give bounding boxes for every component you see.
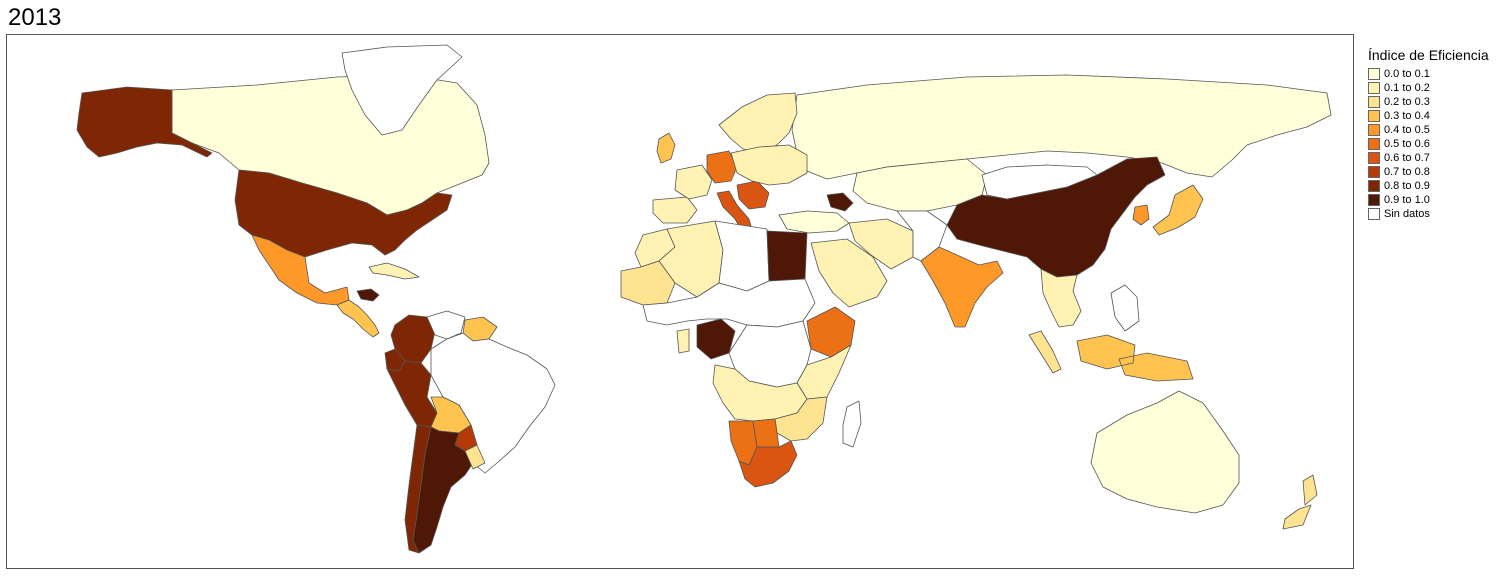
world-map (76, 44, 1332, 554)
country-mozambique-zimbabwe[interactable] (774, 396, 828, 442)
country-colombia[interactable] (390, 314, 436, 364)
legend-label: 0.6 to 0.7 (1384, 152, 1430, 164)
country-greenland[interactable] (341, 44, 463, 136)
legend-label: Sin datos (1384, 208, 1430, 220)
country-japan[interactable] (1152, 184, 1204, 236)
legend-swatch (1368, 180, 1380, 192)
country-australia[interactable] (1090, 390, 1240, 514)
country-spain[interactable] (652, 196, 698, 224)
country-alaska[interactable] (76, 86, 213, 158)
country-southeast-asia[interactable] (1040, 268, 1082, 328)
country-malaysia[interactable] (1028, 330, 1062, 374)
legend-item: 0.6 to 0.7 (1368, 151, 1489, 165)
legend-swatch (1368, 124, 1380, 136)
country-cuba[interactable] (368, 262, 420, 280)
country-scandinavia[interactable] (718, 92, 798, 154)
legend-swatch (1368, 208, 1380, 220)
legend-item: 0.0 to 0.1 (1368, 67, 1489, 81)
country-botswana[interactable] (752, 418, 780, 448)
country-korea[interactable] (1132, 204, 1150, 226)
country-iran[interactable] (848, 218, 914, 270)
legend-swatch (1368, 110, 1380, 122)
legend-label: 0.8 to 0.9 (1384, 180, 1430, 192)
legend-item: 0.4 to 0.5 (1368, 123, 1489, 137)
legend-label: 0.3 to 0.4 (1384, 110, 1430, 122)
legend-item: 0.8 to 0.9 (1368, 179, 1489, 193)
country-philippines[interactable] (1110, 284, 1140, 332)
legend-swatch (1368, 194, 1380, 206)
legend-item: 0.9 to 1.0 (1368, 193, 1489, 207)
legend-item: 0.2 to 0.3 (1368, 95, 1489, 109)
country-indonesia[interactable] (1076, 334, 1194, 382)
map-title: 2013 (8, 4, 62, 31)
country-russia[interactable] (791, 74, 1332, 180)
legend-label: 0.2 to 0.3 (1384, 96, 1430, 108)
country-central-america[interactable] (336, 299, 380, 338)
legend-swatch (1368, 166, 1380, 178)
country-peru[interactable] (386, 360, 438, 428)
country-new-zealand[interactable] (1282, 474, 1318, 530)
country-balkans[interactable] (736, 180, 770, 210)
legend-label: 0.5 to 0.6 (1384, 138, 1430, 150)
legend-items: 0.0 to 0.1 0.1 to 0.2 0.2 to 0.3 0.3 to 0.4… (1368, 67, 1489, 221)
legend-swatch (1368, 152, 1380, 164)
legend-label: 0.4 to 0.5 (1384, 124, 1430, 136)
country-honduras[interactable] (356, 288, 380, 302)
country-mongolia[interactable] (981, 164, 1098, 200)
country-western-sahara-mauritania[interactable] (620, 260, 676, 306)
country-india[interactable] (920, 246, 1004, 328)
legend-item: 0.3 to 0.4 (1368, 109, 1489, 123)
country-venezuela[interactable] (426, 310, 466, 340)
country-argentina[interactable] (412, 426, 474, 554)
country-eastern-europe[interactable] (730, 144, 808, 186)
legend-swatch (1368, 68, 1380, 80)
country-arabia[interactable] (810, 238, 888, 308)
legend-item: 0.1 to 0.2 (1368, 81, 1489, 95)
legend-swatch (1368, 96, 1380, 108)
country-caucasus[interactable] (826, 192, 854, 212)
legend-label: 0.0 to 0.1 (1384, 68, 1430, 80)
legend-label: 0.9 to 1.0 (1384, 194, 1430, 206)
country-uruguay[interactable] (464, 444, 486, 470)
country-france[interactable] (674, 164, 713, 200)
legend-label: 0.1 to 0.2 (1384, 82, 1430, 94)
legend-swatch (1368, 138, 1380, 150)
legend-swatch (1368, 82, 1380, 94)
legend-item: 0.5 to 0.6 (1368, 137, 1489, 151)
country-mexico[interactable] (251, 234, 350, 306)
country-turkey[interactable] (778, 210, 850, 234)
country-egypt[interactable] (766, 230, 808, 282)
country-madagascar[interactable] (842, 400, 862, 448)
legend-item: 0.7 to 0.8 (1368, 165, 1489, 179)
legend-label: 0.7 to 0.8 (1384, 166, 1430, 178)
country-libya[interactable] (714, 220, 770, 292)
country-south-africa[interactable] (738, 440, 798, 488)
country-uk[interactable] (656, 132, 676, 164)
country-germany[interactable] (706, 150, 738, 184)
legend-item: Sin datos (1368, 207, 1489, 221)
legend-title: Índice de Eficiencia (1368, 47, 1489, 63)
map-panel (6, 34, 1354, 569)
legend: Índice de Eficiencia 0.0 to 0.1 0.1 to 0.… (1368, 46, 1489, 221)
country-ghana[interactable] (676, 328, 690, 354)
